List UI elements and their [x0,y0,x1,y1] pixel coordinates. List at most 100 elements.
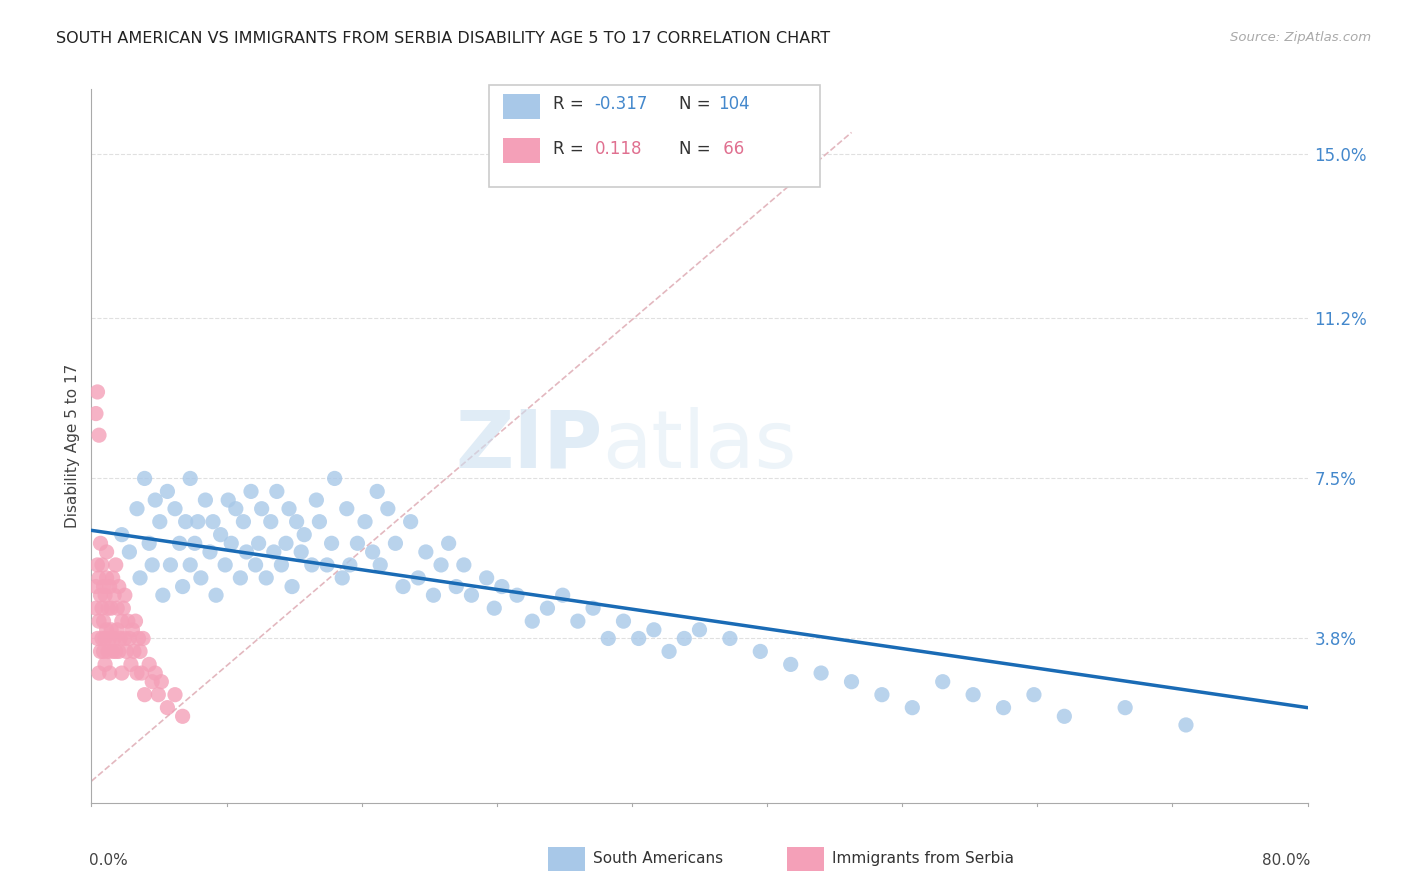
Point [779,657,801,672]
Point [384,536,406,550]
Point [1114,700,1136,714]
Point [124,614,146,628]
Point [129,571,152,585]
Point [1022,688,1045,702]
Point [94,588,117,602]
Point [179,471,201,485]
Point [118,632,141,646]
Point [444,580,467,594]
Point [93,644,115,658]
Point [87,428,110,442]
Point [330,571,353,585]
Point [96,571,118,585]
Point [993,700,1015,714]
Text: N =: N = [679,140,716,158]
Point [214,558,236,572]
Point [506,588,529,602]
Point [323,471,346,485]
Text: 104: 104 [718,95,749,113]
Point [281,580,304,594]
Text: Source: ZipAtlas.com: Source: ZipAtlas.com [1230,31,1371,45]
Point [87,666,110,681]
Text: SOUTH AMERICAN VS IMMIGRANTS FROM SERBIA DISABILITY AGE 5 TO 17 CORRELATION CHAR: SOUTH AMERICAN VS IMMIGRANTS FROM SERBIA… [56,31,831,46]
Point [179,558,201,572]
Point [96,545,118,559]
Text: 80.0%: 80.0% [1261,853,1310,868]
Point [250,501,273,516]
Point [475,571,498,585]
Point [219,536,242,550]
Point [120,657,142,672]
Point [316,558,339,572]
Point [107,644,129,658]
Point [105,601,128,615]
Point [93,614,115,628]
Point [98,666,121,681]
Point [86,632,108,646]
Text: N =: N = [679,95,716,113]
Text: R =: R = [553,95,589,113]
Point [321,536,343,550]
Point [114,632,136,646]
Point [336,501,359,516]
Y-axis label: Disability Age 5 to 17: Disability Age 5 to 17 [65,364,80,528]
Point [121,623,143,637]
Point [150,674,173,689]
Point [98,580,121,594]
Point [100,601,122,615]
Point [582,601,605,615]
Point [392,580,415,594]
Point [163,501,186,516]
Point [87,614,110,628]
Point [217,493,239,508]
Point [122,644,145,658]
Point [138,657,160,672]
Point [406,571,429,585]
Point [301,558,323,572]
Point [627,632,650,646]
Point [94,632,117,646]
Point [209,527,232,541]
Point [172,580,194,594]
Point [643,623,665,637]
Point [285,515,308,529]
Point [172,709,194,723]
Point [125,501,148,516]
Point [97,601,120,615]
Point [110,632,132,646]
Point [84,601,107,615]
Point [190,571,212,585]
Point [292,527,315,541]
Point [430,558,453,572]
Text: South Americans: South Americans [593,851,724,865]
Point [346,536,368,550]
Point [254,571,277,585]
Point [91,601,114,615]
Point [141,674,163,689]
Point [229,571,252,585]
Point [187,515,209,529]
Point [149,515,172,529]
Point [749,644,772,658]
Point [225,501,247,516]
Point [111,527,134,541]
Point [274,536,297,550]
Point [205,588,228,602]
Point [194,493,217,508]
Point [84,580,107,594]
Point [263,545,285,559]
Point [96,623,118,637]
Point [132,632,155,646]
Point [141,558,163,572]
Point [612,614,634,628]
Point [143,666,166,681]
Point [156,484,179,499]
Point [93,580,115,594]
Point [399,515,422,529]
Point [1174,718,1197,732]
Point [658,644,681,658]
Point [125,666,148,681]
Text: ZIP: ZIP [456,407,602,485]
Point [87,571,110,585]
Point [152,588,174,602]
